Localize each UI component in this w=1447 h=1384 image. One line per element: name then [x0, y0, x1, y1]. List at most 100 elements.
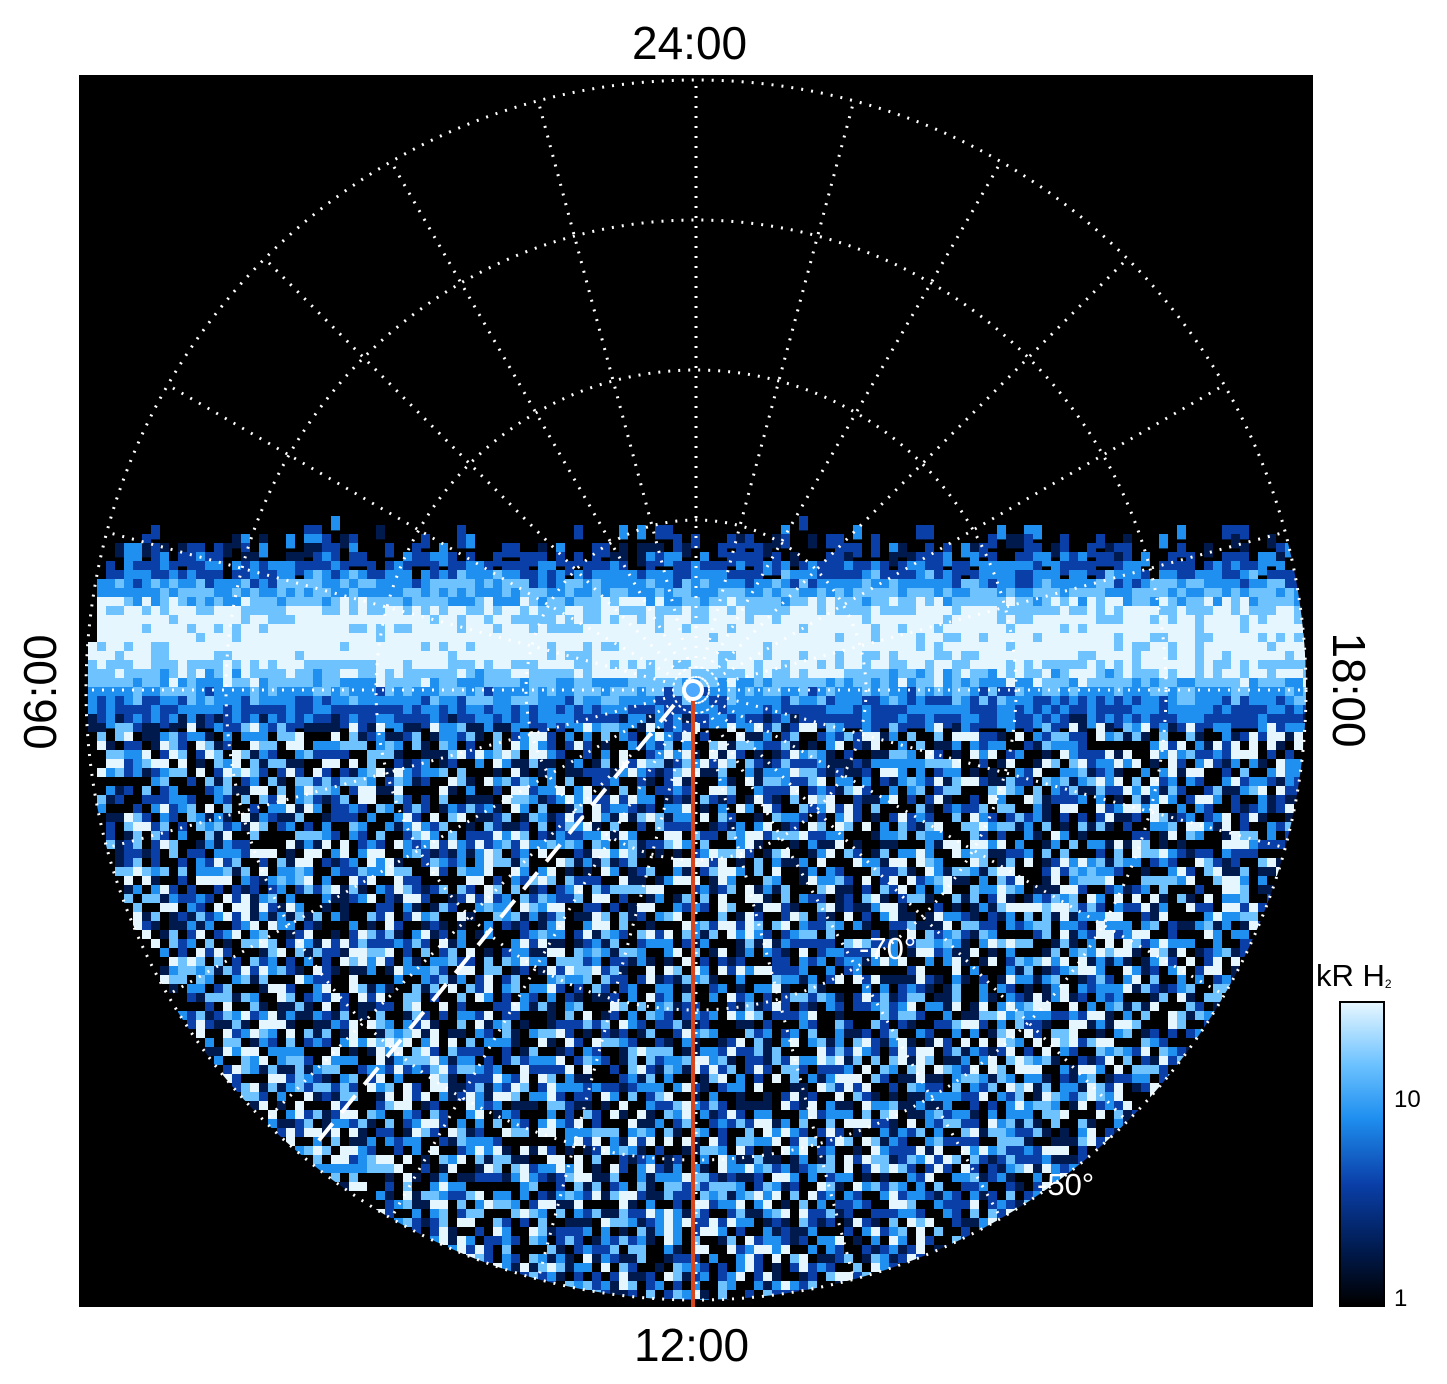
- emission-cell: [1231, 777, 1240, 786]
- emission-cell: [124, 885, 133, 894]
- emission-cell: [817, 732, 826, 741]
- emission-cell: [988, 786, 997, 795]
- emission-cell: [601, 804, 610, 813]
- emission-cell: [1051, 831, 1060, 840]
- emission-cell: [430, 678, 439, 693]
- emission-cell: [412, 642, 421, 657]
- emission-cell: [763, 615, 772, 630]
- emission-cell: [1258, 876, 1267, 885]
- emission-cell: [817, 750, 826, 759]
- emission-cell: [763, 597, 772, 612]
- emission-cell: [592, 831, 601, 840]
- emission-cell: [214, 831, 223, 840]
- emission-cell: [601, 579, 610, 594]
- emission-cell: [961, 876, 970, 885]
- emission-cell: [412, 633, 421, 648]
- emission-cell: [952, 732, 961, 741]
- emission-cell: [745, 723, 754, 732]
- emission-cell: [646, 795, 655, 804]
- emission-cell: [367, 768, 376, 777]
- emission-cell: [583, 678, 592, 693]
- emission-cell: [1159, 696, 1168, 711]
- emission-cell: [637, 867, 646, 876]
- emission-cell: [709, 588, 718, 603]
- emission-cell: [1087, 750, 1096, 759]
- emission-cell: [907, 687, 916, 702]
- emission-cell: [754, 624, 763, 639]
- emission-cell: [682, 930, 691, 939]
- emission-cell: [745, 732, 754, 741]
- emission-cell: [709, 822, 718, 831]
- emission-cell: [169, 579, 178, 594]
- emission-cell: [556, 912, 565, 921]
- emission-cell: [808, 705, 817, 720]
- emission-cell: [160, 678, 169, 693]
- emission-cell: [1195, 921, 1204, 930]
- emission-cell: [520, 642, 529, 657]
- emission-cell: [1123, 858, 1132, 867]
- emission-cell: [286, 696, 295, 711]
- emission-cell: [313, 777, 322, 786]
- emission-cell: [889, 840, 898, 849]
- emission-cell: [1303, 696, 1306, 711]
- emission-cell: [250, 849, 259, 858]
- emission-cell: [304, 597, 313, 612]
- emission-cell: [754, 813, 763, 822]
- emission-cell: [709, 921, 718, 930]
- emission-cell: [511, 561, 520, 576]
- emission-cell: [1267, 579, 1276, 594]
- emission-cell: [619, 561, 628, 576]
- emission-cell: [610, 777, 619, 786]
- emission-cell: [745, 687, 754, 702]
- emission-cell: [790, 651, 799, 666]
- emission-cell: [421, 795, 430, 804]
- emission-cell: [646, 615, 655, 630]
- emission-cell: [547, 777, 556, 786]
- emission-cell: [943, 804, 952, 813]
- emission-cell: [376, 651, 385, 666]
- emission-cell: [1033, 624, 1042, 639]
- emission-cell: [1060, 921, 1069, 930]
- emission-cell: [196, 768, 205, 777]
- emission-cell: [340, 741, 349, 750]
- emission-cell: [727, 534, 736, 549]
- emission-cell: [205, 642, 214, 657]
- emission-cell: [538, 570, 547, 585]
- emission-cell: [358, 669, 367, 684]
- emission-cell: [1249, 669, 1258, 684]
- emission-cell: [151, 705, 160, 720]
- emission-cell: [727, 579, 736, 594]
- emission-cell: [1276, 723, 1285, 732]
- emission-cell: [376, 660, 385, 675]
- emission-cell: [1168, 696, 1177, 711]
- emission-cell: [106, 651, 115, 666]
- emission-cell: [880, 876, 889, 885]
- emission-cell: [655, 543, 664, 558]
- emission-cell: [358, 795, 367, 804]
- emission-cell: [286, 813, 295, 822]
- emission-cell: [475, 759, 484, 768]
- emission-cell: [439, 741, 448, 750]
- emission-cell: [916, 939, 925, 948]
- emission-cell: [502, 543, 511, 558]
- emission-cell: [196, 705, 205, 720]
- emission-cell: [1159, 678, 1168, 693]
- emission-cell: [925, 588, 934, 603]
- emission-cell: [817, 786, 826, 795]
- emission-cell: [772, 633, 781, 648]
- emission-cell: [601, 912, 610, 921]
- emission-cell: [403, 795, 412, 804]
- emission-cell: [610, 813, 619, 822]
- emission-cell: [700, 552, 709, 567]
- emission-cell: [565, 759, 574, 768]
- emission-cell: [817, 876, 826, 885]
- emission-cell: [574, 606, 583, 621]
- emission-cell: [1222, 759, 1231, 768]
- emission-cell: [1141, 669, 1150, 684]
- emission-cell: [403, 813, 412, 822]
- emission-cell: [1195, 831, 1204, 840]
- emission-cell: [745, 930, 754, 939]
- emission-cell: [394, 777, 403, 786]
- emission-cell: [277, 570, 286, 585]
- emission-cell: [691, 633, 700, 648]
